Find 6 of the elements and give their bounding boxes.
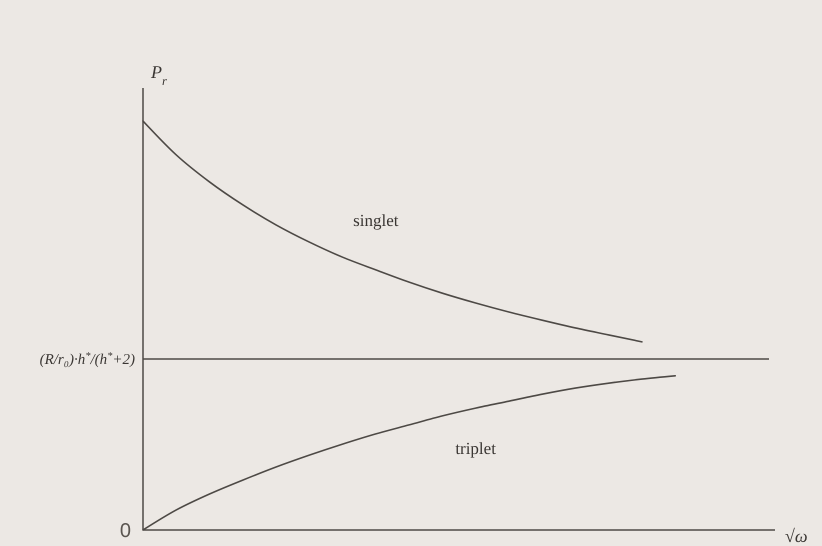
y-axis-title: P$_{r}$ — [150, 62, 167, 88]
ref-line-label: (R/r₀)·h$^{*}$/(h$^{*}$+2) — [40, 350, 135, 368]
series-label: triplet — [455, 439, 496, 458]
text: 0 — [120, 520, 131, 542]
series-label: singlet — [353, 210, 399, 230]
x-axis-title: √ω — [785, 526, 808, 546]
